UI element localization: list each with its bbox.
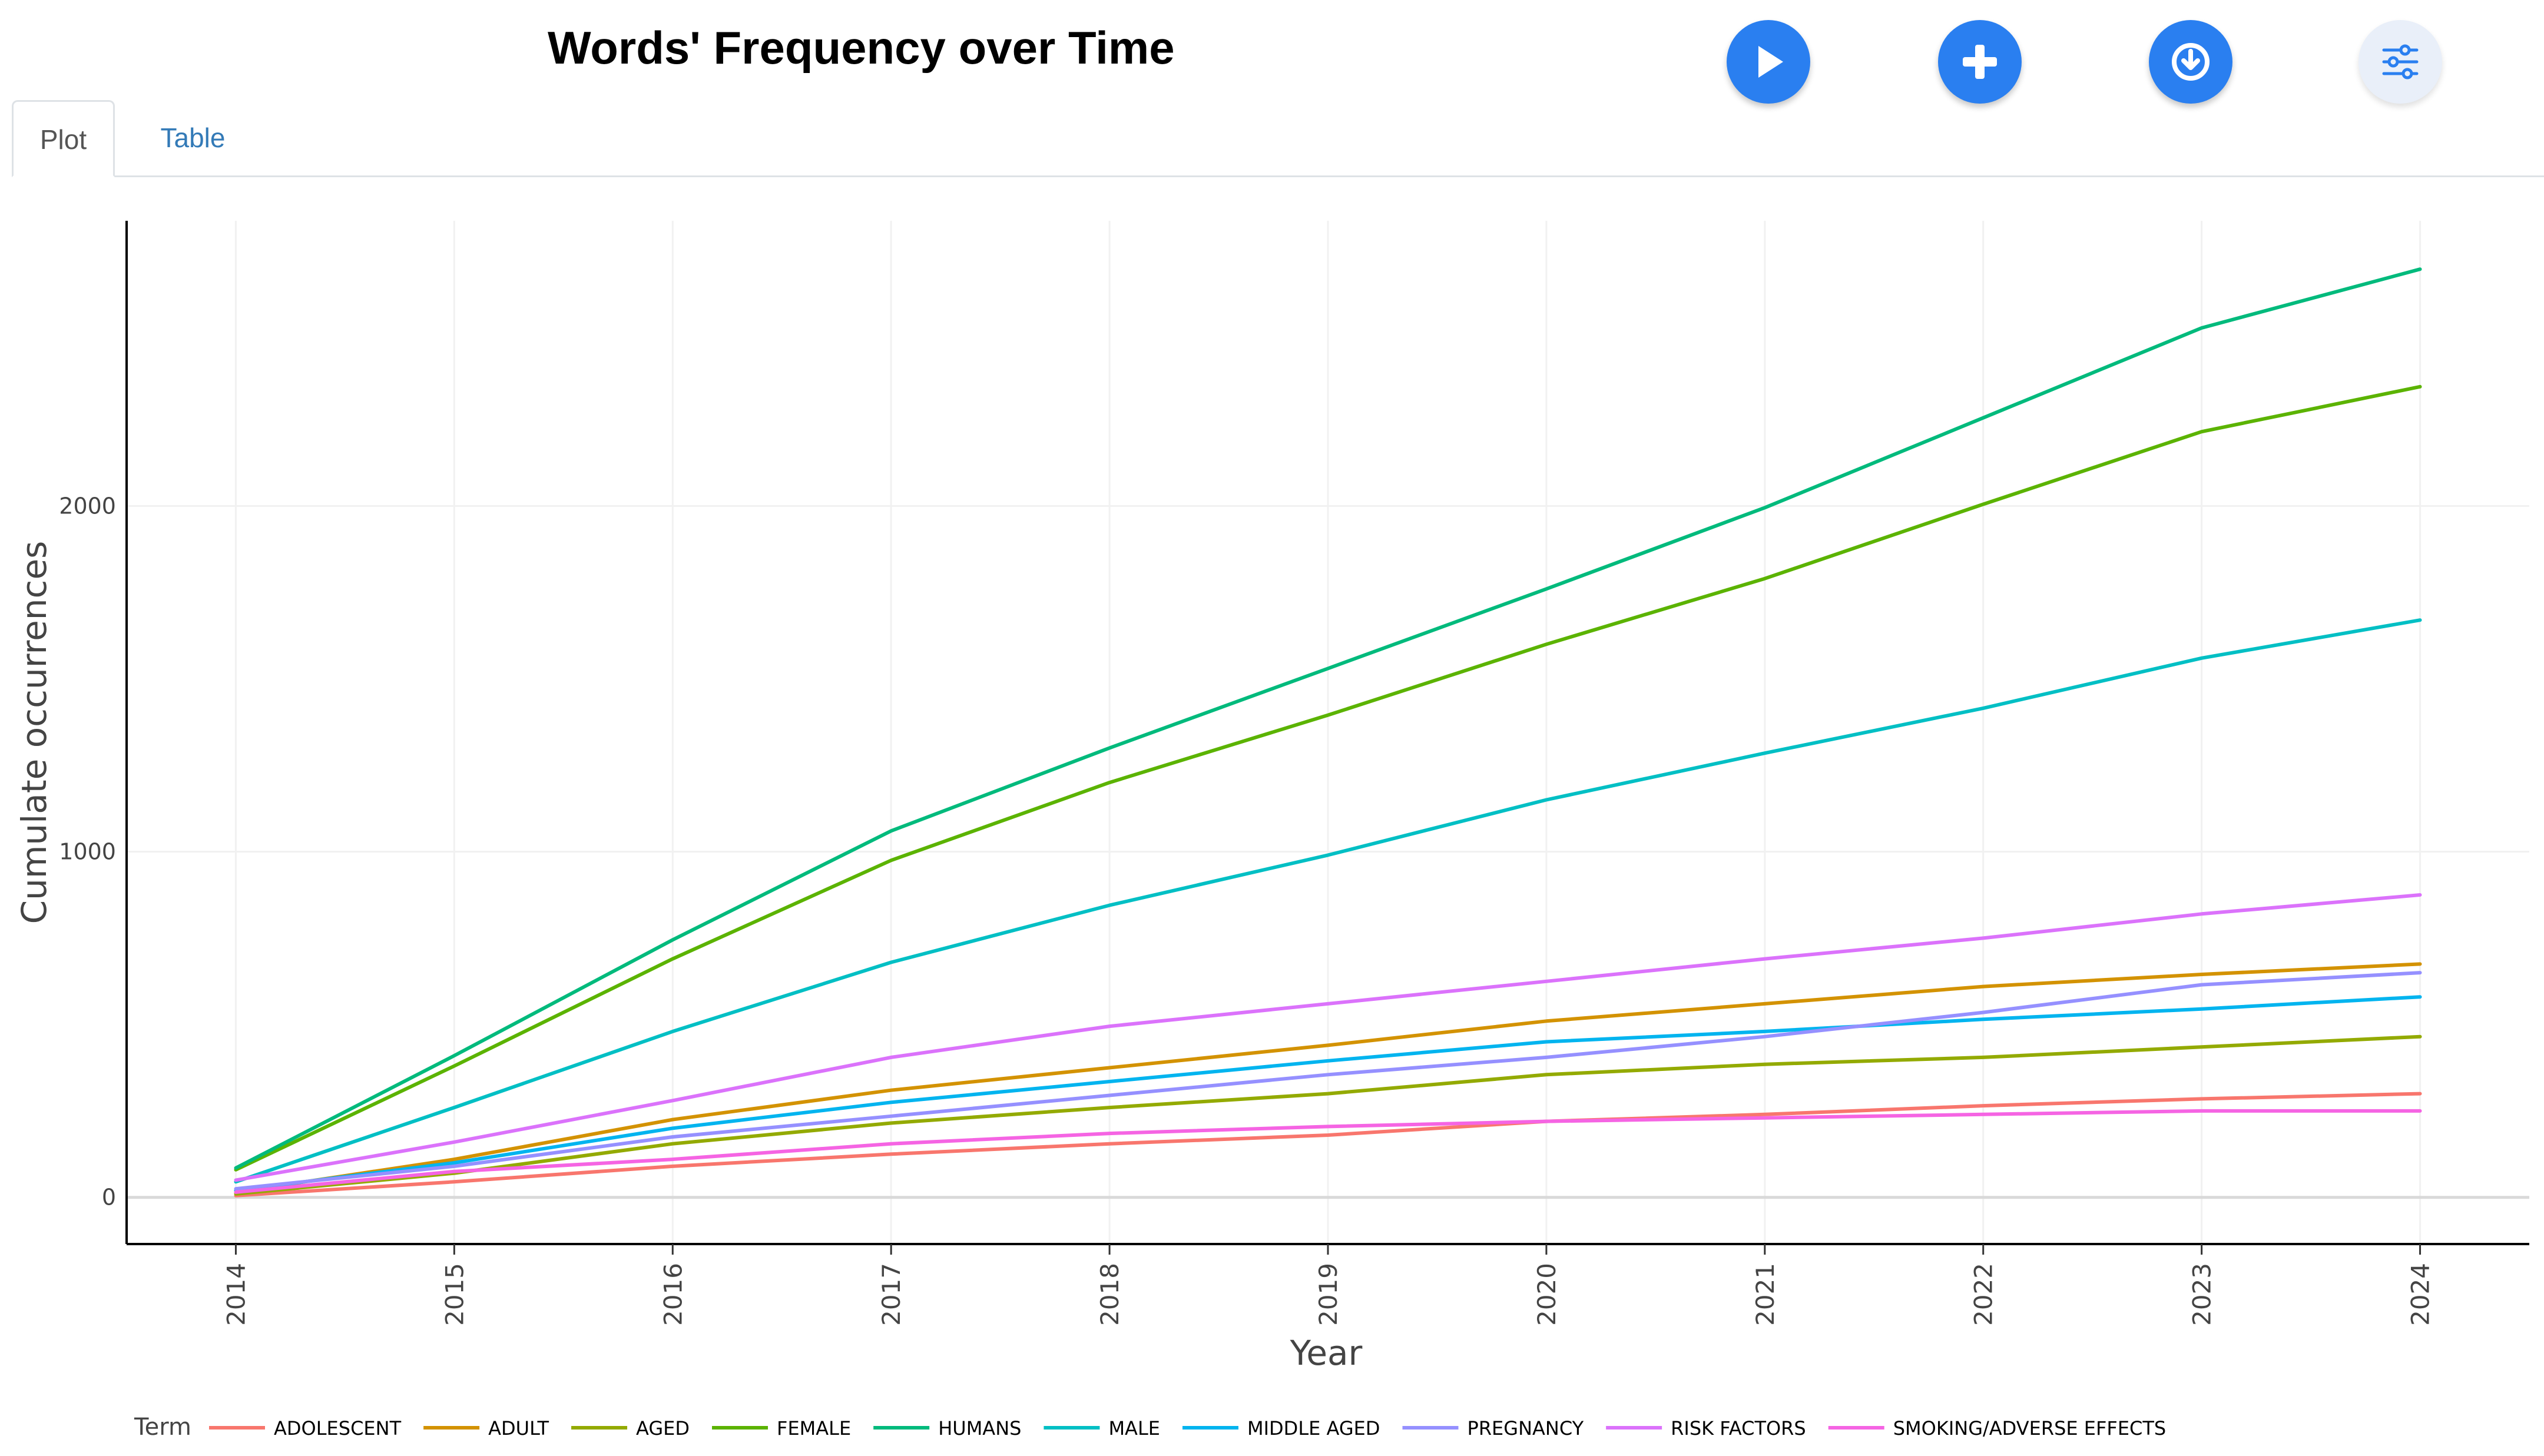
x-tick-label: 2019 xyxy=(1314,1263,1343,1326)
series-line-humans[interactable] xyxy=(234,267,2422,1170)
x-axis-title: Year xyxy=(1290,1333,1363,1373)
legend-label-smoking-adverse-effects[interactable]: SMOKING/ADVERSE EFFECTS xyxy=(1893,1417,2167,1440)
series-line-adolescent[interactable] xyxy=(234,1092,2422,1198)
x-tick-label: 2022 xyxy=(1969,1263,1998,1326)
series-line-smoking-adverse-effects[interactable] xyxy=(234,1109,2422,1194)
series-line-aged[interactable] xyxy=(234,1034,2422,1196)
x-tick-label: 2017 xyxy=(877,1263,906,1326)
play-icon xyxy=(1758,46,1783,78)
x-tick-label: 2018 xyxy=(1095,1263,1124,1326)
add-button[interactable] xyxy=(1938,20,2022,104)
x-tick-label: 2021 xyxy=(1751,1263,1780,1326)
settings-button[interactable] xyxy=(2358,20,2442,104)
legend-label-humans[interactable]: HUMANS xyxy=(938,1417,1021,1440)
legend-label-adult[interactable]: ADULT xyxy=(488,1417,549,1440)
x-tick-label: 2020 xyxy=(1532,1263,1561,1326)
series-line-pregnancy[interactable] xyxy=(234,971,2422,1191)
y-tick-label: 0 xyxy=(102,1185,116,1210)
download-button[interactable] xyxy=(2149,20,2232,104)
x-tick-label: 2024 xyxy=(2406,1263,2435,1326)
series-line-adult[interactable] xyxy=(234,962,2422,1194)
legend-label-male[interactable]: MALE xyxy=(1108,1417,1160,1440)
download-icon xyxy=(2172,43,2210,81)
legend-title: Term xyxy=(134,1414,191,1441)
legend-label-risk-factors[interactable]: RISK FACTORS xyxy=(1671,1417,1806,1440)
x-tick-label: 2016 xyxy=(658,1263,687,1326)
series-line-risk-factors[interactable] xyxy=(234,893,2422,1182)
y-tick-label: 1000 xyxy=(59,839,116,865)
legend-label-pregnancy[interactable]: PREGNANCY xyxy=(1468,1417,1584,1440)
y-tick-label: 2000 xyxy=(59,493,116,519)
x-tick-label: 2023 xyxy=(2188,1263,2217,1326)
x-tick-label: 2015 xyxy=(440,1263,469,1326)
legend-label-adolescent[interactable]: ADOLESCENT xyxy=(274,1417,402,1440)
legend-label-female[interactable]: FEMALE xyxy=(777,1417,851,1440)
x-tick-label: 2014 xyxy=(221,1263,250,1326)
tab-plot[interactable]: Plot xyxy=(12,100,115,177)
series-line-male[interactable] xyxy=(234,618,2422,1184)
series-line-middle-aged[interactable] xyxy=(234,995,2422,1192)
sliders-icon xyxy=(2382,44,2419,79)
run-button[interactable] xyxy=(1727,20,1810,104)
tab-table[interactable]: Table xyxy=(160,122,226,153)
legend-label-aged[interactable]: AGED xyxy=(636,1417,690,1440)
legend-label-middle-aged[interactable]: MIDDLE AGED xyxy=(1247,1417,1380,1440)
plus-icon xyxy=(1963,45,1997,79)
series-line-female[interactable] xyxy=(234,384,2422,1172)
y-axis-title: Cumulate occurrences xyxy=(14,541,54,924)
view-tabs: Plot Table xyxy=(12,100,2544,177)
page-title: Words' Frequency over Time xyxy=(548,22,1175,74)
